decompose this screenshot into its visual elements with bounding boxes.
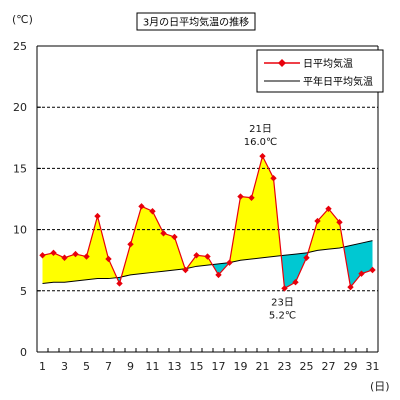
data-point [171,233,178,241]
x-tick-label: 31 [366,360,380,373]
data-point [347,283,354,291]
data-point [270,174,277,182]
x-tick-label: 9 [127,360,134,373]
chart-title: 3月の日平均気温の推移 [143,16,249,29]
difference-fill [152,211,164,273]
x-tick-label: 19 [234,360,248,373]
data-point [369,266,376,274]
legend-actual-swatch-marker [278,59,286,67]
data-point [61,254,68,261]
data-point [39,252,46,259]
x-tick-label: 29 [344,360,358,373]
data-point [83,253,90,260]
legend-frame [256,49,384,93]
difference-fill [53,252,65,283]
data-point [105,255,112,263]
axes [36,45,379,353]
normal-temperature-series [42,240,373,284]
x-tick-label: 5 [83,360,90,373]
difference-fill [75,254,87,282]
legend-label-normal: 平年日平均気温 [303,75,373,88]
x-tick-label: 25 [300,360,314,373]
x-tick-label: 13 [168,360,182,373]
annotation-value: 5.2℃ [269,310,296,321]
data-point [248,194,255,201]
data-point [325,205,332,212]
data-point [127,241,134,248]
annotations: 21日 16.0℃ 23日 5.2℃ [244,124,296,321]
data-point [336,219,343,226]
data-point [116,280,123,287]
data-point [72,250,79,258]
x-tick-label: 3 [61,360,68,373]
y-axis-unit: (℃) [12,13,33,26]
x-axis-unit: (日) [370,380,390,393]
difference-fill [64,254,76,283]
annotation-day: 23日 [271,297,294,308]
data-point [226,259,233,266]
data-point [358,270,365,277]
difference-fill [262,156,274,258]
data-point [94,212,101,220]
title-frame [136,12,256,31]
data-point [314,217,321,225]
x-tick-label: 23 [278,360,292,373]
difference-fill [130,206,142,275]
x-tick-label: 27 [322,360,336,373]
y-tick-label: 10 [13,224,27,237]
difference-fill [141,206,153,274]
y-tick-label: 20 [13,101,27,114]
difference-fill [240,196,252,261]
data-point [160,230,167,237]
annotation-value: 16.0℃ [244,137,278,148]
data-point [259,152,266,160]
difference-fill [284,254,296,289]
data-point [138,203,145,210]
annotation-day: 21日 [249,124,272,135]
x-tick-label: 17 [212,360,226,373]
x-tick-label: 7 [105,360,112,373]
difference-fill [42,252,54,284]
daily-temperature-series [39,152,376,292]
x-tick-label: 21 [256,360,270,373]
x-tick-label: 15 [190,360,204,373]
x-tick-label: 1 [39,360,46,373]
difference-fill [361,240,373,274]
normal-temperature-line [42,240,373,284]
difference-fill [196,255,208,267]
data-point [193,252,200,259]
difference-fill [97,216,109,279]
difference-fill [251,156,263,259]
x-tick-labels: 1 3 5 7 9 11 13 15 17 19 21 23 25 27 29 31 [39,360,380,373]
difference-fill [86,216,98,280]
x-tick-label: 11 [146,360,160,373]
data-point [149,208,156,215]
data-point [50,249,57,257]
data-point [292,279,299,286]
data-point [237,193,244,200]
difference-fill [163,233,175,272]
data-point [215,271,222,279]
chart-title-box: 3月の日平均気温の推移 [136,12,256,31]
legend: 日平均気温 平年日平均気温 [256,49,384,93]
data-point [303,254,310,261]
y-tick-label: 5 [20,285,27,298]
y-tick-label: 0 [20,346,27,359]
y-tick-labels: 0 5 10 15 20 25 [13,40,27,359]
data-point [281,285,288,292]
difference-fills [42,156,373,289]
data-point [182,266,189,274]
legend-label-actual: 日平均気温 [303,57,353,70]
data-point [204,253,211,260]
y-tick-label: 15 [13,162,27,175]
y-tick-label: 25 [13,40,27,53]
